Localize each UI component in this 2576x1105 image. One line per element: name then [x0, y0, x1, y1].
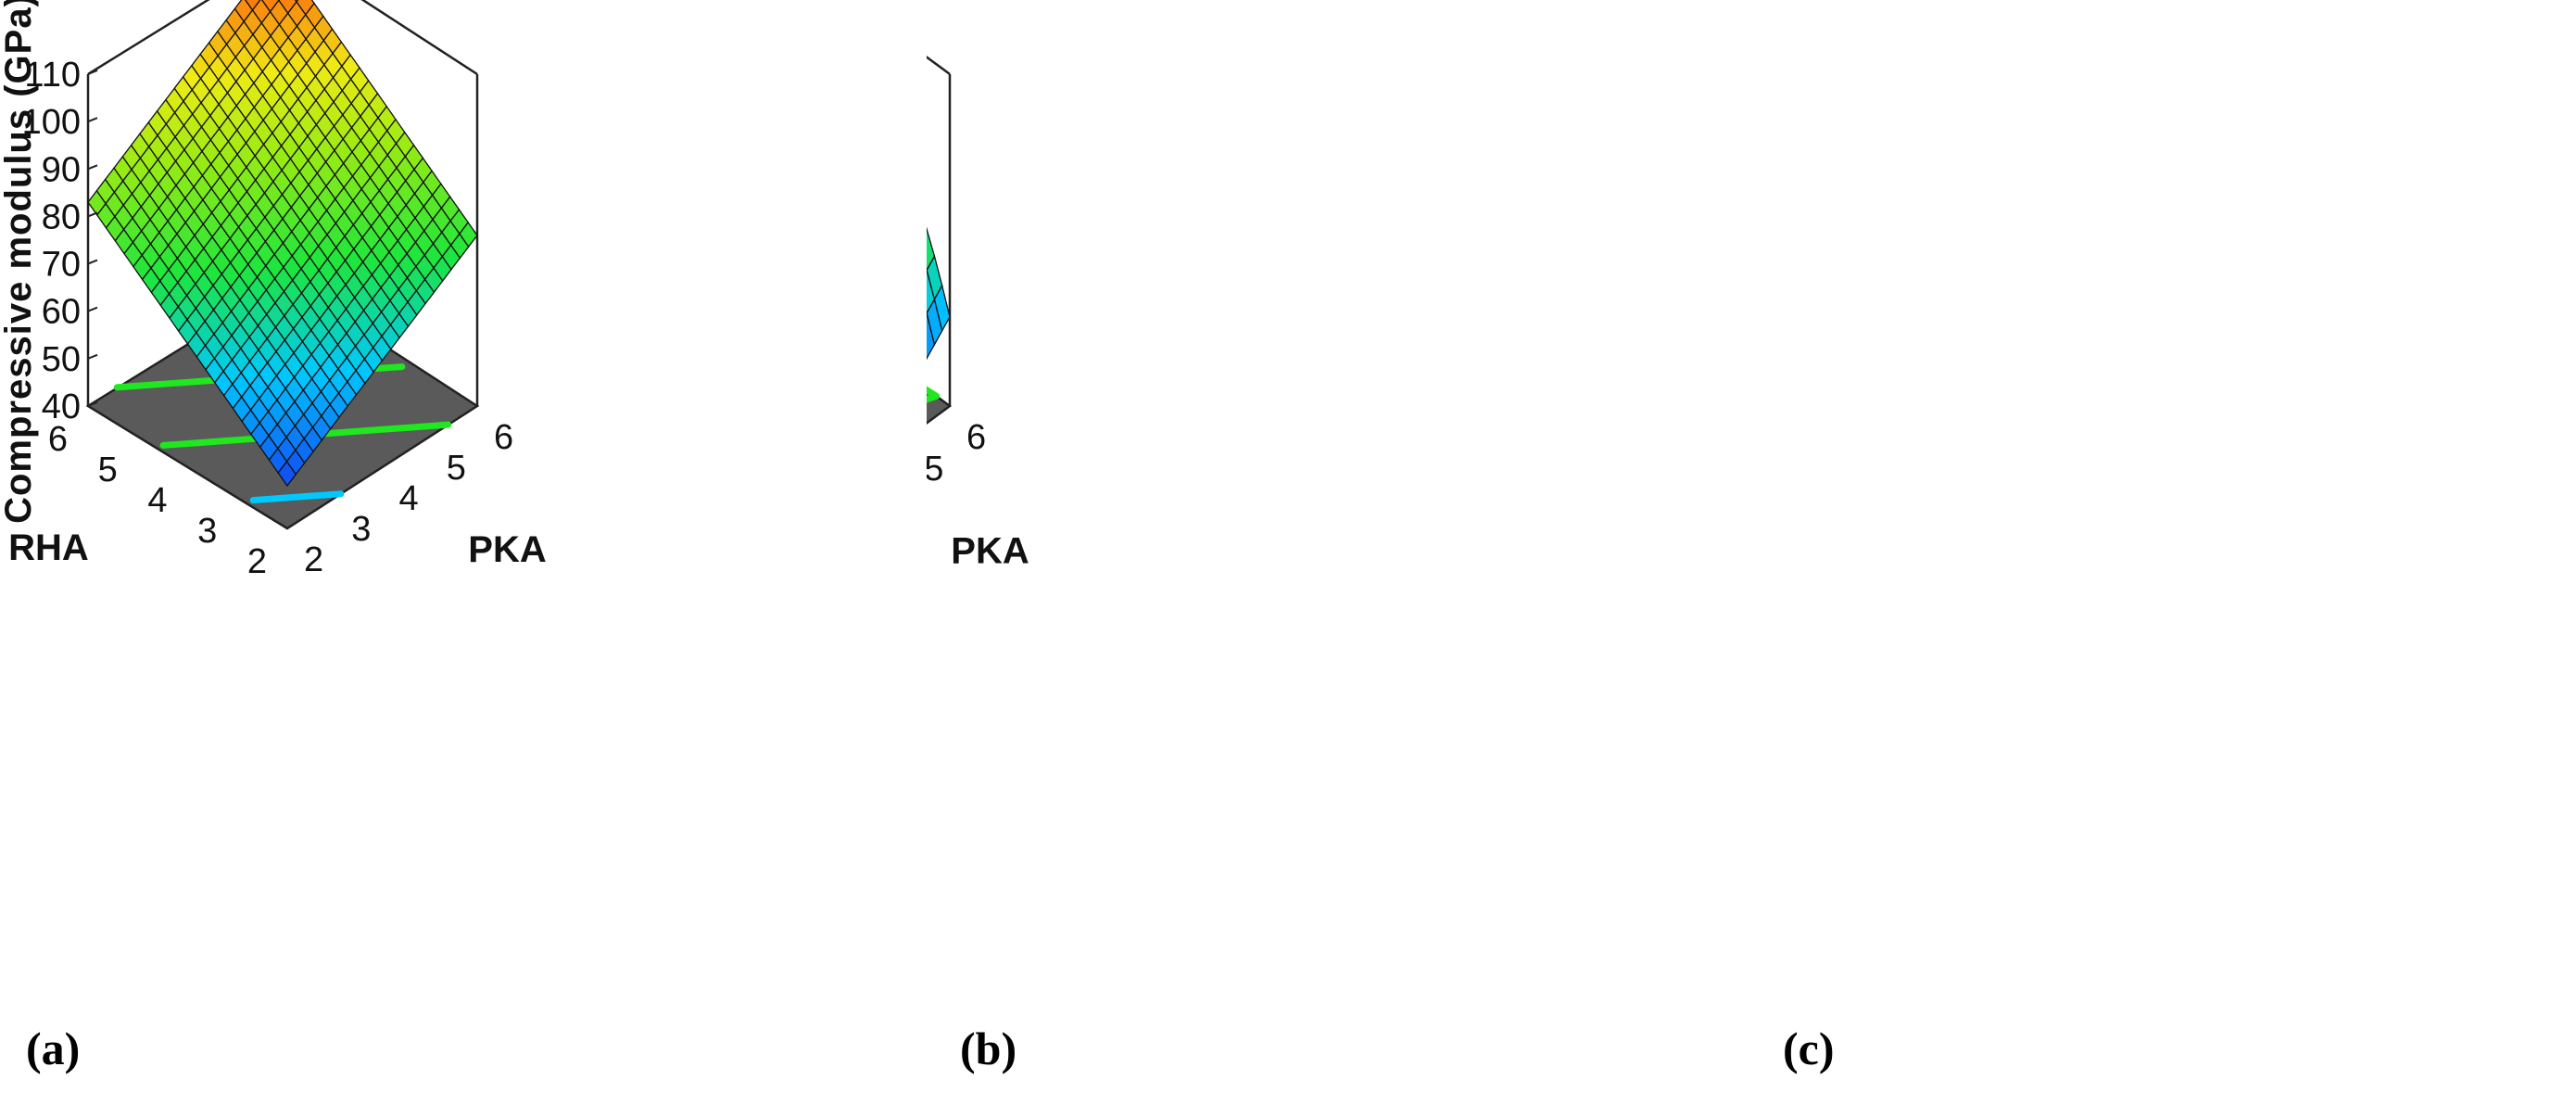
x-tick-label: 5 — [98, 451, 118, 489]
z-tick-mark — [87, 306, 98, 312]
axis-box — [927, 56, 952, 406]
z-tick-label: 60 — [42, 293, 81, 332]
z-tick-label: 40 — [42, 387, 81, 426]
z-tick-label: 100 — [22, 103, 81, 142]
z-tick-label: 80 — [42, 197, 81, 236]
z-axis: 110 100 90 80 70 60 50 40 — [22, 56, 98, 426]
z-axis-title: Compressive modulus (GPa) — [0, 0, 39, 524]
z-tick-mark — [87, 259, 98, 265]
y-tick-label: 5 — [927, 450, 943, 489]
z-tick-label: 70 — [42, 246, 81, 285]
box-edge — [360, 0, 478, 76]
z-tick-mark — [87, 117, 98, 123]
contour-line — [249, 490, 345, 504]
x-tick-label: 4 — [147, 481, 167, 520]
y-tick-label: 5 — [447, 449, 466, 488]
z-tick-mark — [87, 353, 98, 360]
y-tick-label: 4 — [399, 479, 419, 518]
box-edge — [927, 56, 951, 76]
y-tick-label: 2 — [304, 540, 323, 579]
x-tick-label: 3 — [197, 512, 217, 551]
surface-cell — [277, 460, 297, 488]
y-tick-label: 3 — [351, 510, 371, 549]
z-tick-mark — [87, 164, 98, 171]
x-tick-label: 6 — [48, 420, 68, 459]
y-axis-title: PKA — [468, 529, 546, 570]
surface-cell — [927, 311, 936, 361]
z-tick-mark — [87, 211, 98, 218]
z-tick-label: 50 — [42, 340, 81, 379]
x-axis-title: RHA — [8, 527, 89, 568]
floor-contours — [927, 386, 941, 403]
panel-label-a: (a) — [26, 1022, 81, 1074]
x-tick-label: 2 — [247, 542, 267, 581]
z-tick-mark — [87, 401, 98, 407]
panel-label-b: (b) — [960, 1022, 1017, 1074]
surface-mesh — [927, 226, 951, 361]
z-tick-label: 90 — [42, 150, 81, 189]
z-tick-mark — [87, 70, 98, 75]
y-axis-title: PKA — [951, 531, 1029, 572]
panel-label-c: (c) — [1783, 1022, 1835, 1074]
y-tick-label: 6 — [494, 418, 513, 457]
z-tick-label: 110 — [24, 56, 81, 95]
box-edge — [87, 0, 210, 76]
contour-line — [927, 386, 941, 403]
y-tick-label: 6 — [966, 418, 986, 457]
panel-a: 110 100 90 80 70 60 50 40 Compressive modulus (G… — [0, 0, 858, 1105]
surface-mesh — [87, 0, 478, 488]
